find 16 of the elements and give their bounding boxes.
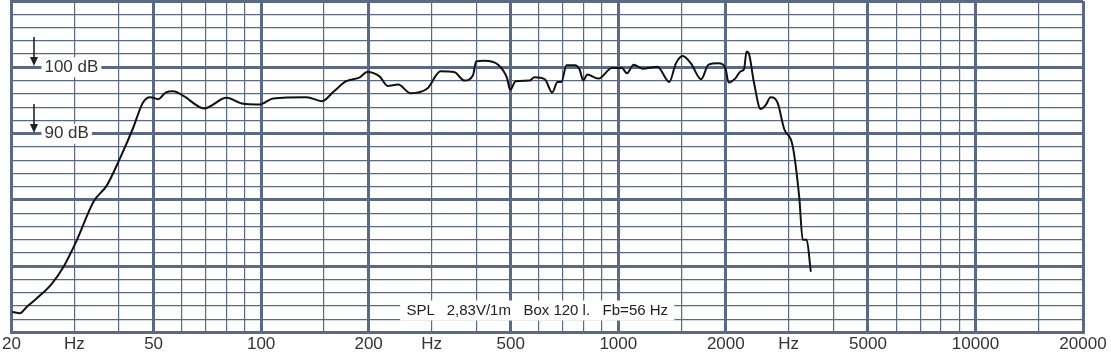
x-tick-label: Hz — [778, 334, 800, 354]
x-tick-label: 20 — [1, 334, 21, 354]
x-tick-label: 200 — [354, 334, 383, 354]
x-tick-label: Hz — [63, 334, 85, 354]
x-tick-label: Hz — [421, 334, 442, 354]
x-tick-label: 5000 — [849, 334, 887, 354]
y-tick-label: 90 dB — [44, 123, 89, 143]
y-tick-label: 100 dB — [44, 57, 99, 77]
x-tick-label: 50 — [144, 334, 164, 354]
x-tick-label: 100 — [246, 334, 276, 354]
x-tick-label: 1000 — [599, 334, 638, 354]
x-tick-label: 20000 — [1059, 334, 1107, 354]
annotation: SPL 2,83V/1m Box 120 l. Fb=56 Hz — [406, 300, 669, 318]
x-tick-label: 2000 — [706, 334, 745, 354]
x-tick-label: 10000 — [951, 334, 1000, 354]
x-tick-label: 500 — [496, 334, 525, 354]
